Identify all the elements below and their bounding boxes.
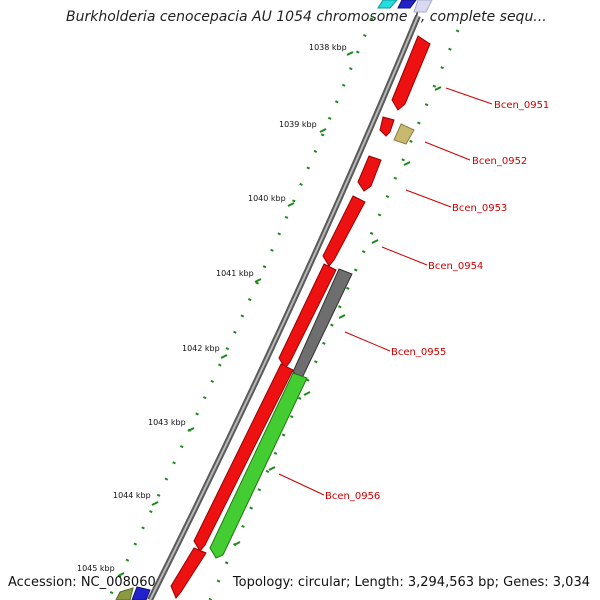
kbp-tick	[403, 161, 411, 166]
gene-labels: Bcen_0951 Bcen_0952 Bcen_0953 Bcen_0954 …	[325, 100, 549, 502]
kbp-label: 1044 kbp	[113, 491, 151, 500]
gene-label-bcen-0954[interactable]: Bcen_0954	[428, 261, 483, 272]
gene-label-bcen-0951[interactable]: Bcen_0951	[494, 100, 549, 111]
cds-feature[interactable]	[278, 263, 337, 369]
gene-lavender[interactable]	[413, 0, 433, 13]
gene-olive-bottom[interactable]	[115, 587, 134, 600]
kbp-tick	[268, 466, 276, 471]
gene-label-lines	[278, 87, 493, 496]
kbp-tick	[303, 391, 311, 396]
gene-label-bcen-0955[interactable]: Bcen_0955	[391, 347, 446, 358]
gene-cyan[interactable]	[377, 0, 398, 9]
kbp-label: 1038 kbp	[309, 43, 347, 52]
kbp-tick	[233, 541, 241, 546]
gene-tan[interactable]	[393, 123, 415, 145]
kbp-tick	[371, 239, 379, 244]
accession-label: Accession: NC_008060	[8, 575, 156, 590]
kbp-labels: 1038 kbp 1039 kbp 1040 kbp 1041 kbp 1042…	[77, 43, 347, 573]
kbp-tick	[254, 278, 262, 283]
cds-feature[interactable]	[357, 155, 382, 192]
gene-label-bcen-0952[interactable]: Bcen_0952	[472, 156, 527, 167]
cds-feature[interactable]	[379, 116, 395, 137]
kbp-label: 1045 kbp	[77, 564, 115, 573]
cds-inner-track	[170, 35, 431, 599]
cds-feature[interactable]	[170, 547, 207, 599]
gene-blue-top[interactable]	[397, 0, 417, 9]
kbp-tick	[338, 314, 346, 319]
kbp-tick	[434, 86, 442, 91]
kbp-label: 1040 kbp	[248, 194, 286, 203]
kbp-tick	[151, 501, 159, 506]
gene-blue-bottom[interactable]	[131, 586, 151, 600]
gene-label-bcen-0956[interactable]: Bcen_0956	[325, 491, 380, 502]
kbp-tick	[346, 51, 354, 56]
kbp-label: 1043 kbp	[148, 418, 186, 427]
kbp-tick	[287, 202, 295, 207]
kbp-ticks	[117, 51, 442, 577]
cds-feature[interactable]	[391, 35, 431, 111]
gene-green[interactable]	[209, 372, 308, 559]
cds-feature[interactable]	[193, 363, 294, 552]
kbp-tick	[187, 427, 195, 432]
topology-summary: Topology: circular; Length: 3,294,563 bp…	[232, 575, 590, 590]
kbp-tick	[117, 572, 125, 577]
kbp-label: 1041 kbp	[216, 269, 254, 278]
map-title: Burkholderia cenocepacia AU 1054 chromos…	[66, 9, 547, 25]
kbp-tick	[319, 128, 327, 133]
tick-guide-right	[208, 29, 460, 600]
kbp-label: 1039 kbp	[279, 120, 317, 129]
kbp-label: 1042 kbp	[182, 344, 220, 353]
kbp-tick	[220, 354, 228, 359]
gene-label-bcen-0953[interactable]: Bcen_0953	[452, 203, 507, 214]
cds-feature[interactable]	[322, 195, 366, 267]
backbone-arc	[147, 14, 421, 600]
